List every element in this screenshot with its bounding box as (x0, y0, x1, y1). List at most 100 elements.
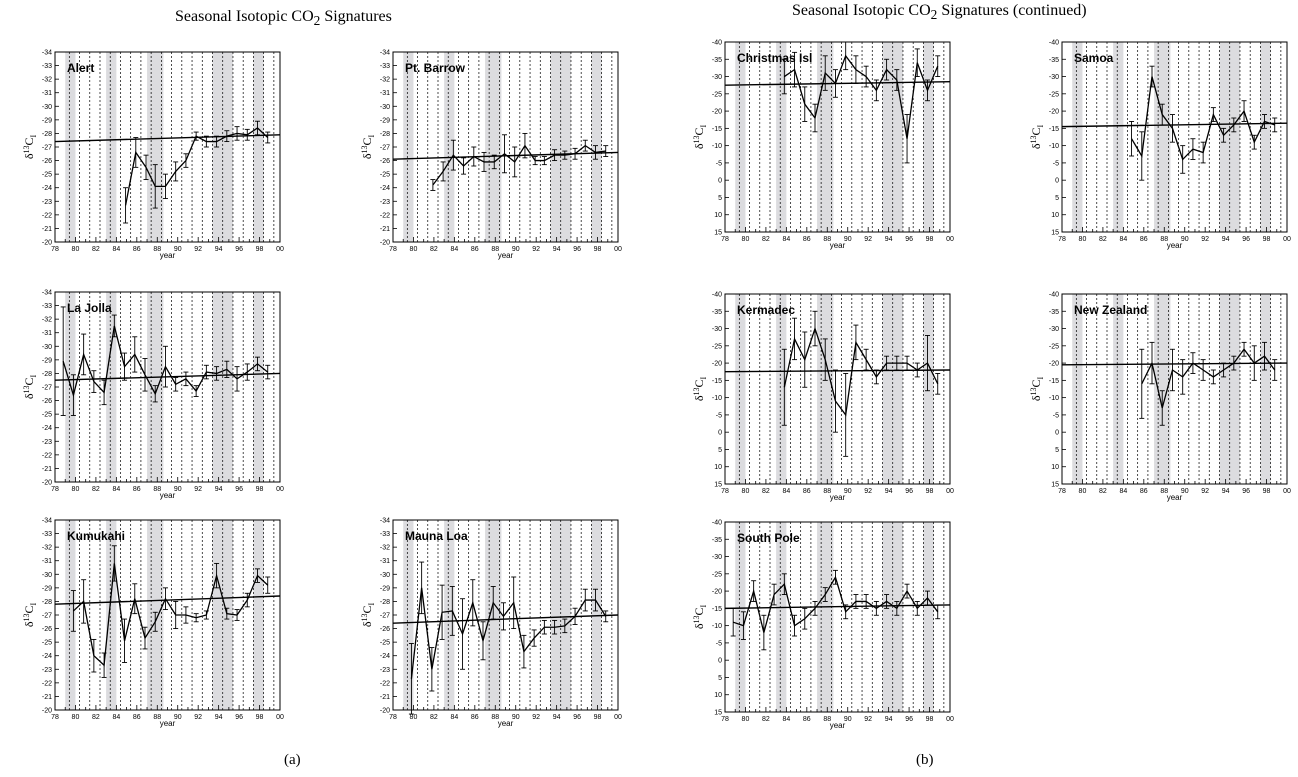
y-tick-label: -27 (42, 145, 52, 152)
x-tick-label: 86 (133, 714, 141, 721)
x-tick-label: 82 (762, 716, 770, 723)
x-tick-label: 88 (1160, 236, 1168, 243)
x-axis-label: year (1167, 241, 1183, 250)
error-bar (265, 364, 271, 380)
shade-band (882, 294, 903, 484)
shade-band (776, 42, 787, 232)
y-tick-label: -15 (712, 126, 722, 133)
y-tick-label: -25 (42, 172, 52, 179)
x-tick-label: 78 (389, 246, 397, 253)
x-tick-label: 94 (215, 486, 223, 493)
trend-line (392, 614, 619, 624)
y-tick-label: -40 (712, 292, 722, 299)
x-tick-label: 00 (946, 488, 954, 495)
x-tick-label: 80 (742, 488, 750, 495)
shade-band (253, 520, 264, 710)
y-tick-label: -33 (42, 531, 52, 538)
series-line (783, 326, 939, 417)
y-tick-label: -5 (716, 640, 722, 647)
site-label: South Pole (737, 531, 800, 545)
y-tick-label: -10 (712, 623, 722, 630)
y-tick-label: -34 (42, 290, 52, 297)
x-axis-label: year (498, 719, 514, 728)
shade-band (403, 52, 414, 242)
y-tick-label: -25 (712, 571, 722, 578)
y-tick-label: -26 (42, 158, 52, 165)
x-tick-label: 96 (235, 486, 243, 493)
shade-band (923, 42, 934, 232)
x-tick-label: 88 (823, 716, 831, 723)
y-tick-label: 15 (1051, 482, 1059, 489)
y-tick-label: -40 (1049, 40, 1059, 47)
y-tick-label: -20 (42, 240, 52, 247)
y-tick-label: 0 (718, 658, 722, 665)
x-tick-label: 82 (762, 488, 770, 495)
y-tick-label: -30 (1049, 74, 1059, 81)
x-tick-label: 88 (153, 246, 161, 253)
x-axis-label: year (498, 251, 514, 260)
x-tick-label: 82 (762, 236, 770, 243)
x-tick-label: 00 (614, 246, 622, 253)
error-bar (70, 590, 76, 632)
x-tick-label: 82 (92, 714, 100, 721)
error-bar (430, 179, 436, 191)
y-axis-label: δ13CI (22, 135, 38, 160)
y-tick-label: -30 (380, 572, 390, 579)
x-tick-label: 78 (721, 236, 729, 243)
y-tick-label: -32 (380, 545, 390, 552)
trend-line (392, 151, 619, 160)
x-tick-label: 90 (512, 246, 520, 253)
x-tick-label: 94 (885, 488, 893, 495)
x-axis-label: year (1167, 493, 1183, 502)
error-bar (1129, 121, 1135, 157)
error-bar (60, 306, 66, 416)
y-tick-label: -31 (42, 90, 52, 97)
y-tick-label: -33 (42, 303, 52, 310)
error-bar (265, 576, 271, 594)
trend-line (54, 595, 281, 605)
trend-line (54, 372, 281, 381)
y-tick-label: -23 (380, 667, 390, 674)
y-tick-label: -26 (380, 158, 390, 165)
shade-band (106, 52, 117, 242)
y-tick-label: -30 (380, 104, 390, 111)
y-tick-label: -28 (42, 599, 52, 606)
y-tick-label: -25 (1049, 343, 1059, 350)
y-tick-label: -32 (42, 545, 52, 552)
x-tick-label: 92 (864, 236, 872, 243)
shade-band (444, 520, 455, 710)
shade-band (212, 292, 233, 482)
x-tick-label: 86 (471, 246, 479, 253)
y-tick-label: -25 (712, 91, 722, 98)
x-tick-label: 98 (1263, 236, 1271, 243)
y-tick-label: 10 (714, 464, 722, 471)
x-tick-label: 80 (1079, 488, 1087, 495)
shade-band (817, 294, 834, 484)
x-tick-label: 00 (946, 236, 954, 243)
y-tick-label: -30 (42, 572, 52, 579)
series-line (432, 144, 606, 186)
error-bar (1272, 117, 1278, 133)
y-tick-label: -20 (380, 708, 390, 715)
x-tick-label: 80 (410, 246, 418, 253)
y-tick-label: -26 (42, 626, 52, 633)
y-tick-label: -5 (1053, 160, 1059, 167)
y-tick-label: 5 (718, 195, 722, 202)
x-tick-label: 78 (51, 246, 59, 253)
x-tick-label: 98 (594, 246, 602, 253)
y-tick-label: -35 (712, 537, 722, 544)
x-tick-label: 78 (721, 488, 729, 495)
x-tick-label: 98 (256, 246, 264, 253)
y-tick-label: -5 (1053, 412, 1059, 419)
y-tick-label: -15 (712, 378, 722, 385)
x-tick-label: 86 (133, 246, 141, 253)
x-tick-label: 82 (430, 246, 438, 253)
site-label: La Jolla (67, 301, 112, 315)
y-tick-label: 0 (718, 178, 722, 185)
y-tick-label: 10 (1051, 464, 1059, 471)
caption-b: (b) (916, 752, 934, 768)
y-tick-label: -35 (1049, 309, 1059, 316)
shade-band (485, 52, 502, 242)
